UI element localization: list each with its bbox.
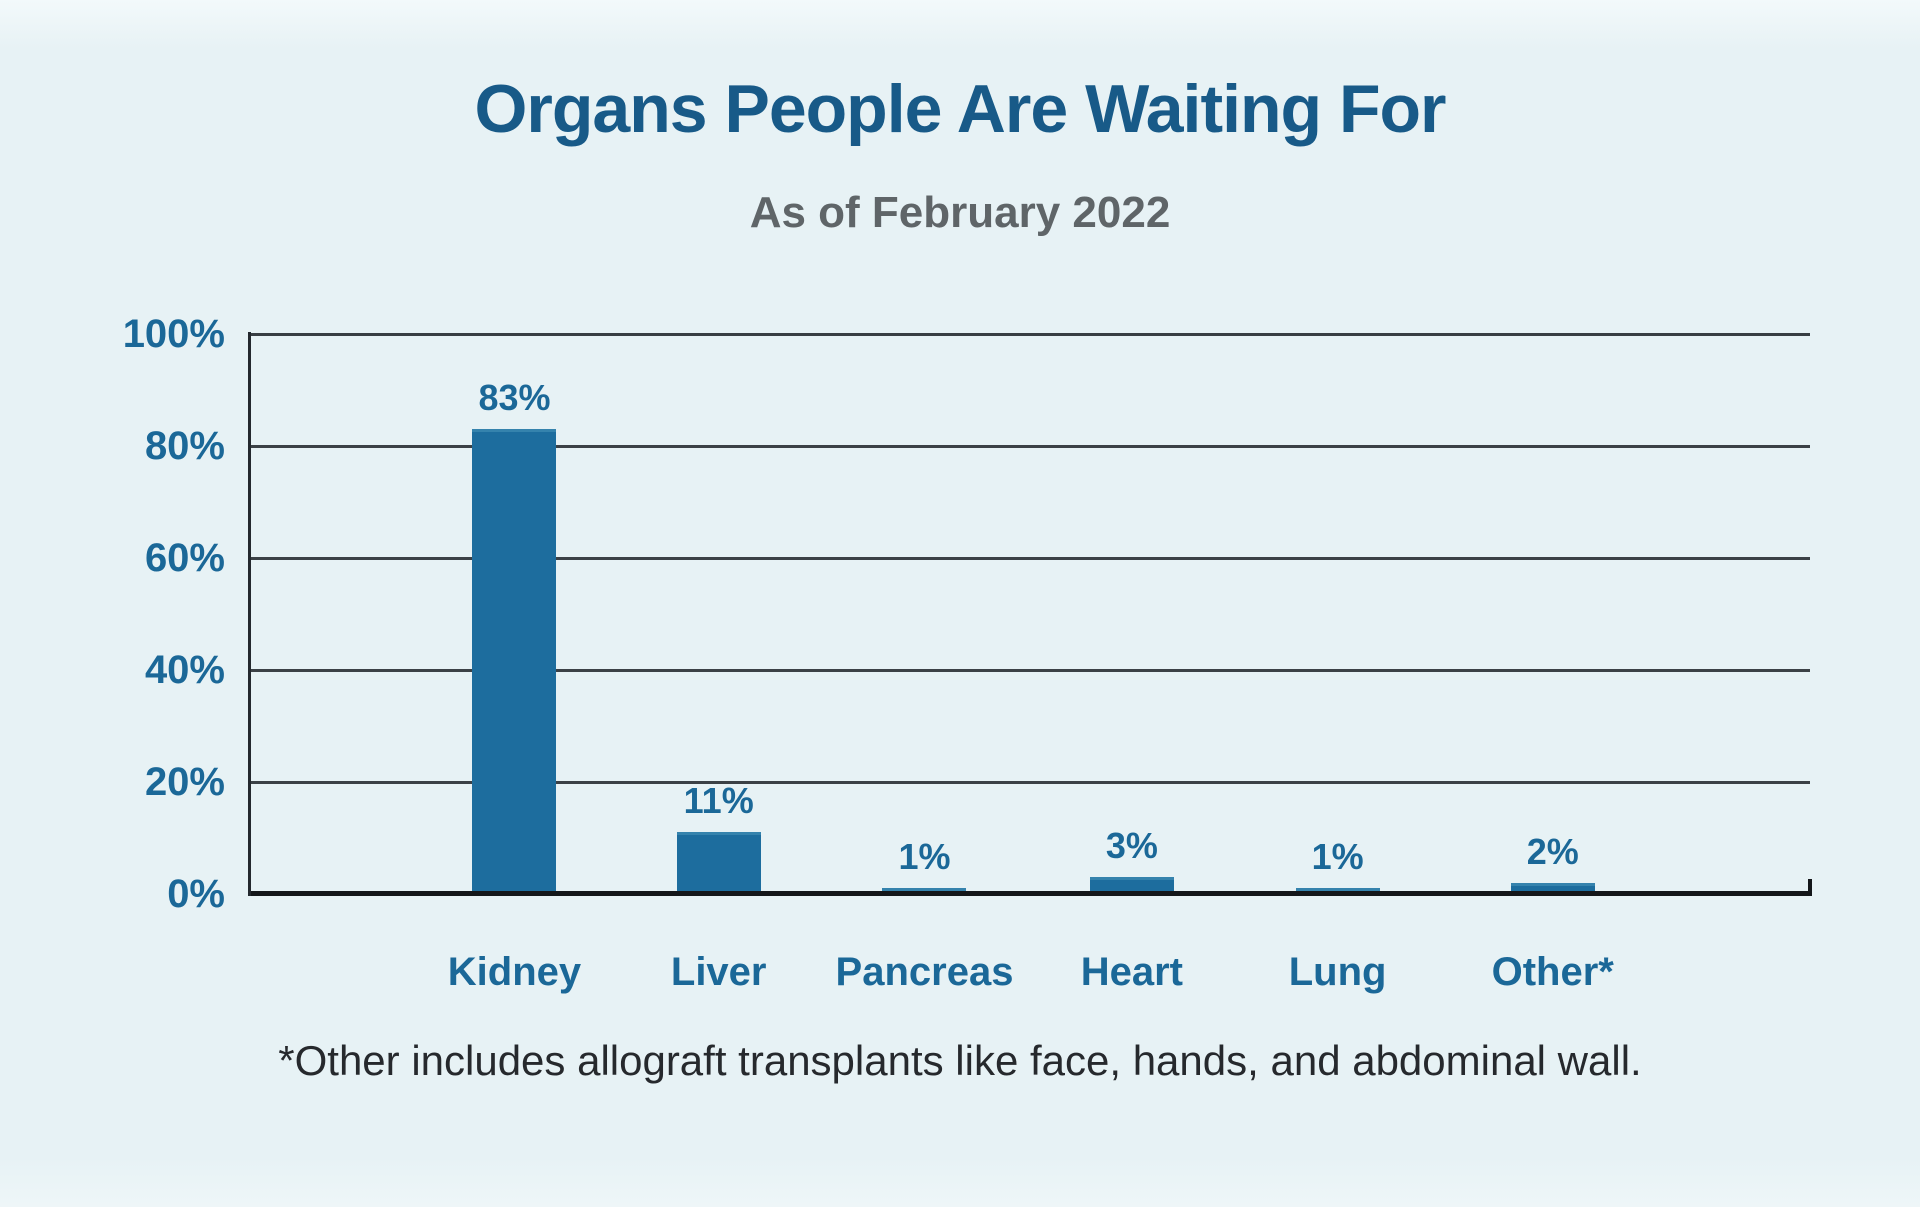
- x-category-label: Kidney: [447, 950, 582, 994]
- y-tick-label-0: 0%: [167, 872, 225, 916]
- bar-value-label: 1%: [898, 836, 951, 878]
- chart-subtitle: As of February 2022: [749, 188, 1171, 237]
- y-tick-label-100: 100%: [122, 312, 225, 356]
- gridline-20: [251, 780, 1810, 784]
- gridline-80: [251, 444, 1810, 448]
- bar-value-label: 83%: [478, 377, 551, 419]
- gridline-100: [251, 332, 1810, 336]
- y-tick-label-80: 80%: [144, 424, 225, 468]
- y-axis-line: [248, 332, 251, 896]
- x-axis-end-cap: [1808, 879, 1812, 896]
- y-axis-tick-labels: 0% 20% 40% 60% 80% 100%: [0, 312, 225, 916]
- bar-kidney: [472, 429, 557, 894]
- x-category-label: Heart: [1080, 950, 1183, 994]
- chart-footnote: *Other includes allograft transplants li…: [278, 1037, 1642, 1084]
- x-axis-line: [251, 891, 1812, 896]
- bar-value-label: 3%: [1105, 825, 1158, 867]
- bar-liver: [676, 832, 761, 894]
- plot-area: 83% 11% 1% 3% 1% 2%: [248, 332, 1812, 896]
- bar-value-label: 2%: [1526, 830, 1579, 872]
- bar-heart: [1089, 877, 1174, 894]
- chart-title: Organs People Are Waiting For: [474, 71, 1447, 147]
- bar-value-label: 1%: [1311, 836, 1364, 878]
- gridline-40: [251, 668, 1810, 672]
- bar-other: [1510, 882, 1595, 894]
- x-category-label: Other*: [1491, 950, 1614, 994]
- bar-value-label: 11%: [683, 780, 754, 822]
- gridline-60: [251, 556, 1810, 560]
- y-tick-label-40: 40%: [144, 648, 225, 692]
- x-category-label: Pancreas: [835, 950, 1014, 994]
- x-axis-category-labels: Kidney Liver Pancreas Heart Lung Other*: [251, 946, 1810, 1006]
- x-category-label: Liver: [670, 950, 767, 994]
- y-tick-label-60: 60%: [144, 536, 225, 580]
- y-tick-label-20: 20%: [144, 760, 225, 804]
- x-category-label: Lung: [1288, 950, 1387, 994]
